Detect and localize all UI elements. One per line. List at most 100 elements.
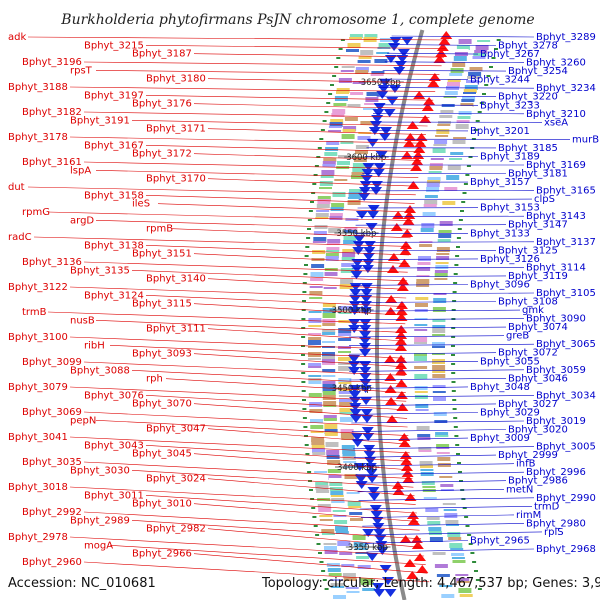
- reverse-gene-label: Bphyt_2968: [536, 544, 596, 555]
- feature-block: [442, 99, 456, 103]
- position-ticks: [301, 39, 501, 590]
- feature-block: [414, 391, 428, 393]
- feature-block: [448, 537, 462, 540]
- forward-gene-label: Bphyt_3093: [132, 349, 192, 360]
- feature-block: [341, 438, 355, 440]
- feature-block: [338, 391, 352, 394]
- reverse-gene-arrow: [366, 211, 379, 219]
- feature-block: [326, 141, 340, 145]
- feature-block: [318, 507, 332, 512]
- forward-leader-line: [83, 361, 406, 376]
- forward-gene-arrow: [395, 313, 408, 321]
- feature-block: [455, 574, 469, 576]
- feature-block: [358, 56, 372, 59]
- feature-block: [371, 71, 385, 74]
- feature-block: [447, 79, 461, 82]
- reverse-leader-line: [349, 395, 535, 398]
- feature-block: [325, 253, 339, 258]
- feature-block: [338, 366, 352, 371]
- reverse-gene-label: Bphyt_2965: [470, 536, 530, 547]
- reverse-gene-arrow: [388, 85, 401, 93]
- feature-block: [458, 111, 472, 115]
- reverse-gene-label: ihfB: [516, 459, 536, 470]
- reverse-gene-arrow: [363, 445, 376, 453]
- forward-leader-line: [47, 311, 406, 325]
- reverse-leader-line: [374, 104, 479, 106]
- feature-block: [353, 157, 367, 162]
- feature-block: [332, 192, 346, 197]
- feature-block: [346, 492, 360, 494]
- feature-block: [417, 262, 431, 265]
- feature-block: [316, 210, 330, 212]
- reverse-leader-line: [352, 258, 479, 260]
- feature-block: [447, 165, 461, 170]
- forward-leader-line: [193, 553, 428, 574]
- feature-block: [450, 548, 464, 550]
- feature-block: [313, 231, 327, 235]
- feature-block: [355, 145, 369, 149]
- reverse-gene-arrow: [371, 583, 384, 591]
- feature-block: [360, 578, 374, 583]
- feature-block: [331, 203, 345, 208]
- forward-gene-arrow: [400, 463, 413, 471]
- feature-block: [437, 239, 451, 242]
- feature-block: [459, 594, 473, 597]
- feature-block: [452, 62, 466, 67]
- forward-leader-line: [95, 70, 440, 75]
- feature-block: [441, 494, 455, 497]
- forward-gene-arrow: [406, 121, 419, 129]
- reverse-gene-arrow: [396, 55, 409, 63]
- forward-gene-label: Bphyt_3138: [84, 240, 144, 251]
- chromosome-backbone: [375, 29, 425, 600]
- feature-block: [432, 353, 445, 355]
- feature-block: [323, 401, 337, 405]
- feature-block: [414, 342, 427, 344]
- forward-gene-leader-lines: [27, 36, 449, 583]
- forward-gene-label: Bphyt_3100: [8, 332, 68, 343]
- forward-leader-line: [27, 36, 449, 41]
- feature-block: [363, 108, 376, 110]
- feature-block: [449, 73, 463, 76]
- feature-block: [322, 363, 336, 365]
- reverse-gene-labels: Bphyt_3289Bphyt_3278Bphyt_3267Bphyt_3260…: [470, 32, 599, 555]
- forward-gene-label: pepN: [70, 415, 96, 426]
- reverse-leader-line: [349, 378, 507, 381]
- feature-block: [308, 325, 322, 327]
- reverse-gene-label: murB: [572, 134, 599, 145]
- feature-block: [422, 486, 436, 488]
- feature-block: [338, 320, 352, 323]
- reverse-gene-arrow: [379, 79, 392, 87]
- feature-block: [338, 357, 351, 361]
- reverse-gene-label: trmD: [534, 501, 560, 512]
- forward-gene-label: Bphyt_3035: [22, 457, 82, 468]
- reverse-gene-label: Bphyt_3055: [480, 356, 540, 367]
- feature-block: [414, 337, 428, 342]
- feature-block: [439, 588, 453, 593]
- forward-gene-arrow: [395, 301, 408, 309]
- reverse-gene-label: Bphyt_3048: [470, 382, 530, 393]
- feature-block: [308, 337, 322, 340]
- feature-block: [450, 68, 464, 73]
- feature-block: [308, 366, 322, 368]
- reverse-leader-line: [351, 429, 507, 432]
- forward-gene-label: rph: [146, 374, 163, 385]
- feature-block: [451, 146, 465, 151]
- feature-block: [433, 298, 447, 303]
- forward-gene-label: Bphyt_3043: [84, 440, 144, 451]
- forward-gene-label: argD: [70, 215, 94, 226]
- forward-leader-line: [145, 395, 407, 411]
- feature-block: [330, 491, 344, 495]
- forward-gene-arrow: [398, 259, 411, 267]
- feature-block: [310, 419, 323, 423]
- feature-block: [473, 53, 487, 57]
- reverse-gene-arrow: [386, 97, 399, 105]
- feature-block: [338, 382, 352, 384]
- forward-gene-arrow: [384, 355, 397, 363]
- reverse-gene-arrow: [350, 265, 363, 273]
- forward-gene-arrow: [395, 379, 408, 387]
- forward-leader-line: [83, 61, 442, 67]
- feature-block: [344, 470, 358, 472]
- feature-block: [326, 247, 340, 251]
- feature-block: [342, 249, 356, 253]
